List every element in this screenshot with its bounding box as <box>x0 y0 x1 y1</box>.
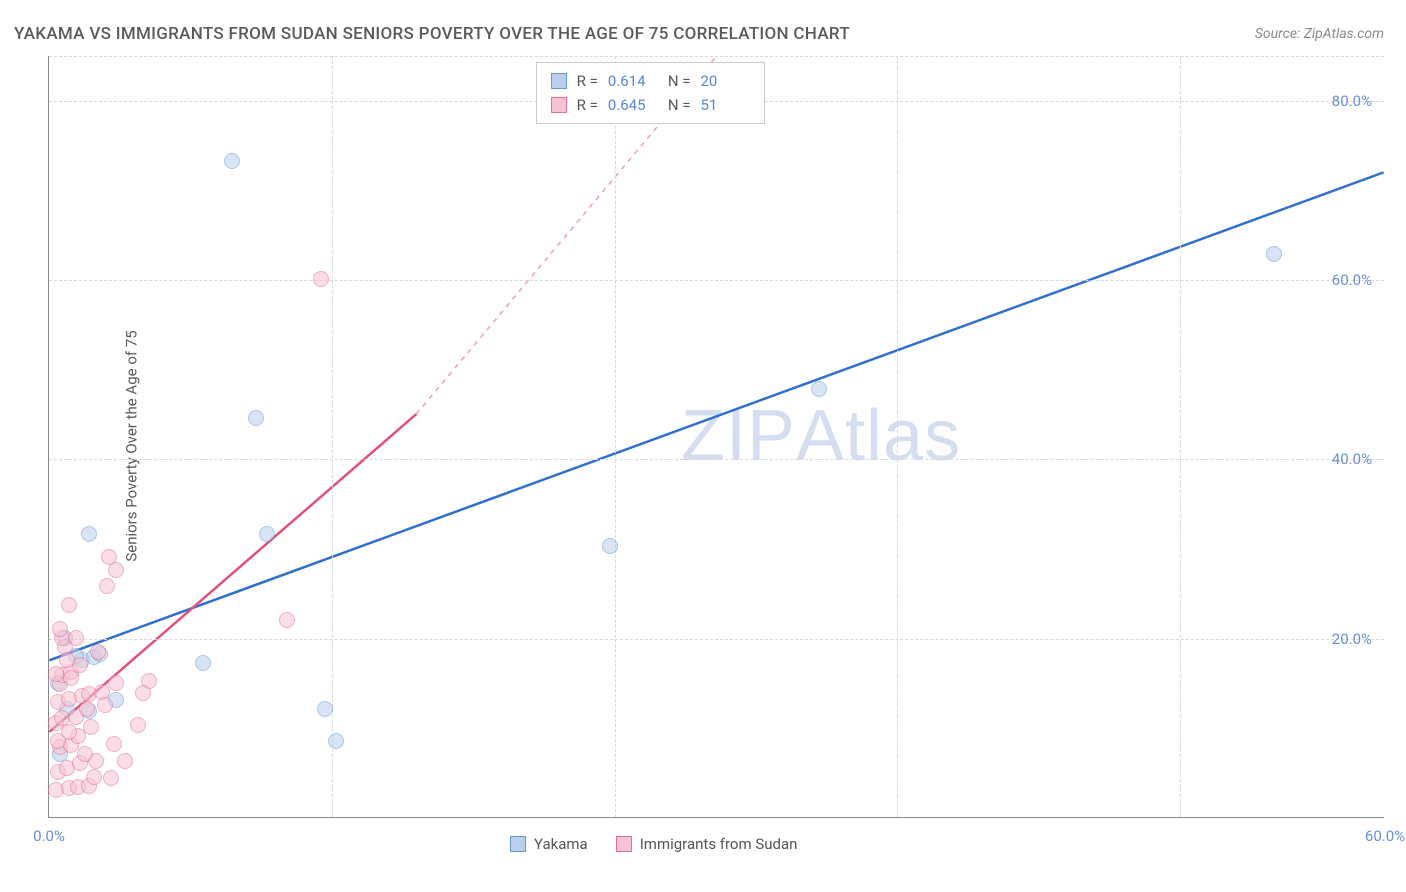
data-point <box>130 717 146 733</box>
gridline-h <box>49 459 1384 460</box>
y-tick-label: 40.0% <box>1332 450 1372 468</box>
stat-label-r: R = <box>577 69 598 93</box>
source-label: Source: ZipAtlas.com <box>1255 26 1384 42</box>
chart-title: YAKAMA VS IMMIGRANTS FROM SUDAN SENIORS … <box>14 24 850 44</box>
data-point <box>61 597 77 613</box>
data-point <box>83 719 99 735</box>
data-point <box>811 381 827 397</box>
data-point <box>48 666 64 682</box>
data-point <box>1266 246 1282 262</box>
data-point <box>59 652 75 668</box>
data-point <box>248 410 264 426</box>
correlation-chart: YAKAMA VS IMMIGRANTS FROM SUDAN SENIORS … <box>0 0 1406 892</box>
stat-label-r: R = <box>577 93 598 117</box>
data-point <box>317 701 333 717</box>
data-point <box>602 538 618 554</box>
data-point <box>77 746 93 762</box>
data-point <box>259 526 275 542</box>
data-point <box>86 769 102 785</box>
stat-value-n: 20 <box>700 69 750 93</box>
y-tick-label: 60.0% <box>1332 271 1372 289</box>
data-point <box>81 526 97 542</box>
data-point <box>97 697 113 713</box>
series-name: Yakama <box>534 835 588 853</box>
data-point <box>52 621 68 637</box>
data-point <box>63 670 79 686</box>
data-point <box>108 675 124 691</box>
gridline-v <box>1180 56 1181 817</box>
stat-label-n: N = <box>668 69 691 93</box>
data-point <box>224 153 240 169</box>
data-point <box>279 612 295 628</box>
legend-swatch <box>551 97 567 113</box>
stat-value-r: 0.645 <box>608 93 658 117</box>
x-tick-label: 0.0% <box>33 827 65 845</box>
stats-legend-row: R = 0.614 N = 20 <box>551 69 751 93</box>
stat-value-n: 51 <box>700 93 750 117</box>
y-tick-label: 80.0% <box>1332 92 1372 110</box>
data-point <box>101 549 117 565</box>
legend-swatch <box>616 836 632 852</box>
legend-swatch <box>510 836 526 852</box>
data-point <box>99 578 115 594</box>
stat-label-n: N = <box>668 93 691 117</box>
data-point <box>61 724 77 740</box>
data-point <box>106 736 122 752</box>
data-point <box>90 644 106 660</box>
y-tick-label: 20.0% <box>1332 630 1372 648</box>
series-legend-item: Immigrants from Sudan <box>616 835 798 853</box>
regression-lines <box>49 56 1384 817</box>
legend-swatch <box>551 73 567 89</box>
series-legend: Yakama Immigrants from Sudan <box>510 835 797 853</box>
gridline-h <box>49 56 1384 57</box>
stats-legend-row: R = 0.645 N = 51 <box>551 93 751 117</box>
gridline-v <box>332 56 333 817</box>
data-point <box>313 271 329 287</box>
series-legend-item: Yakama <box>510 835 588 853</box>
data-point <box>68 630 84 646</box>
data-point <box>195 655 211 671</box>
series-name: Immigrants from Sudan <box>640 835 798 853</box>
plot-area: ZIPAtlas 20.0%40.0%60.0%80.0%0.0%60.0% <box>48 56 1384 818</box>
data-point <box>103 770 119 786</box>
data-point <box>117 753 133 769</box>
data-point <box>328 733 344 749</box>
stats-legend: R = 0.614 N = 20 R = 0.645 N = 51 <box>536 62 766 124</box>
stat-value-r: 0.614 <box>608 69 658 93</box>
gridline-h <box>49 280 1384 281</box>
gridline-v <box>615 56 616 817</box>
x-tick-label: 60.0% <box>1365 827 1405 845</box>
data-point <box>135 685 151 701</box>
gridline-h <box>49 639 1384 640</box>
gridline-v <box>897 56 898 817</box>
